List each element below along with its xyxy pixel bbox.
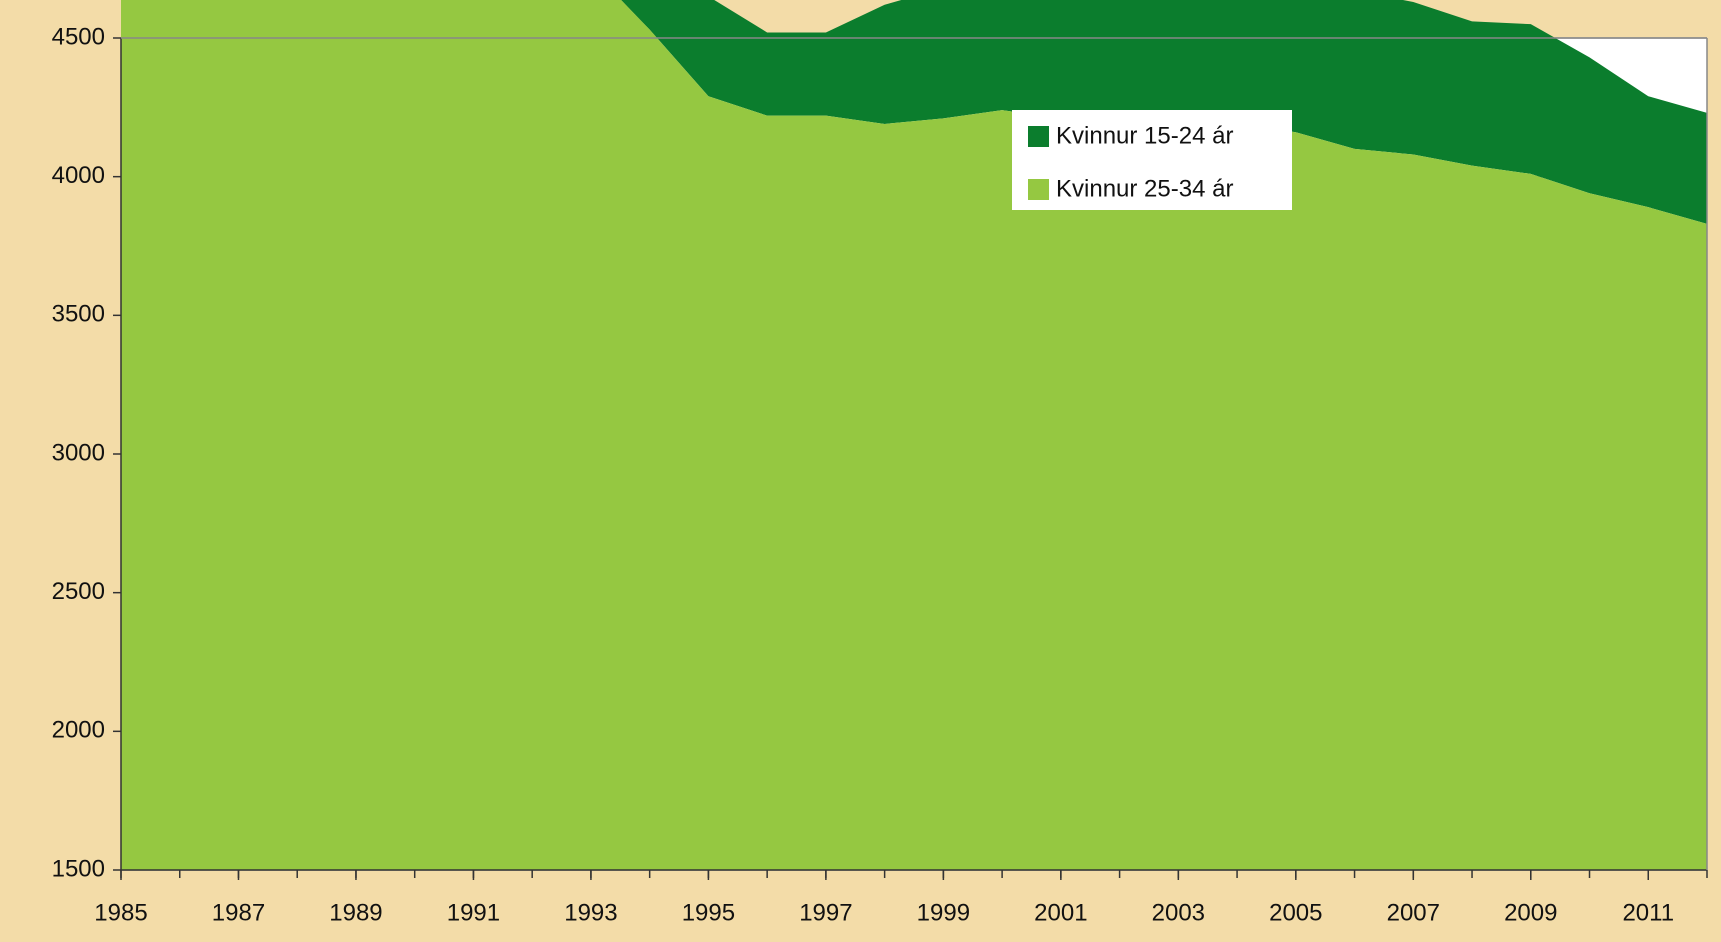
y-tick-label: 3000 [52, 439, 105, 466]
x-tick-label: 1999 [917, 899, 970, 926]
x-tick-label: 1993 [564, 899, 617, 926]
legend-swatch [1028, 126, 1049, 147]
area [121, 0, 1707, 870]
y-tick-label: 2000 [52, 717, 105, 744]
x-tick-label: 2001 [1034, 899, 1087, 926]
legend-label: Kvinnur 25-34 ár [1056, 175, 1233, 202]
x-tick-label: 2009 [1504, 899, 1557, 926]
x-tick-label: 2007 [1387, 899, 1440, 926]
x-tick-label: 1997 [799, 899, 852, 926]
x-tick-label: 2003 [1152, 899, 1205, 926]
x-tick-label: 1985 [94, 899, 147, 926]
y-tick-label: 4000 [52, 162, 105, 189]
x-tick-label: 1987 [212, 899, 265, 926]
y-tick-label: 3500 [52, 301, 105, 328]
x-tick-label: 2005 [1269, 899, 1322, 926]
y-tick-label: 1500 [52, 855, 105, 882]
legend-swatch [1028, 179, 1049, 200]
legend-label: Kvinnur 15-24 ár [1056, 122, 1233, 149]
y-tick-label: 2500 [52, 578, 105, 605]
x-tick-label: 2011 [1622, 899, 1674, 926]
x-tick-label: 1989 [329, 899, 382, 926]
legend-box [1012, 110, 1292, 210]
y-tick-label: 4500 [52, 23, 105, 50]
x-tick-label: 1995 [682, 899, 735, 926]
x-tick-label: 1991 [447, 899, 500, 926]
